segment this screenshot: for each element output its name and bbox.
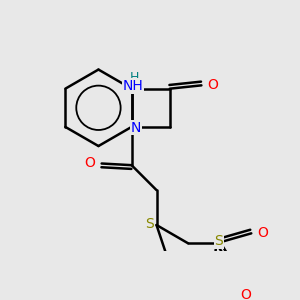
Text: H: H [130, 71, 140, 84]
Text: S: S [146, 217, 154, 231]
Text: NH: NH [123, 79, 144, 93]
Text: O: O [208, 77, 218, 92]
Text: N: N [130, 121, 141, 135]
Text: O: O [257, 226, 268, 239]
Text: O: O [240, 288, 251, 300]
Text: O: O [85, 156, 95, 170]
Text: S: S [214, 234, 223, 248]
